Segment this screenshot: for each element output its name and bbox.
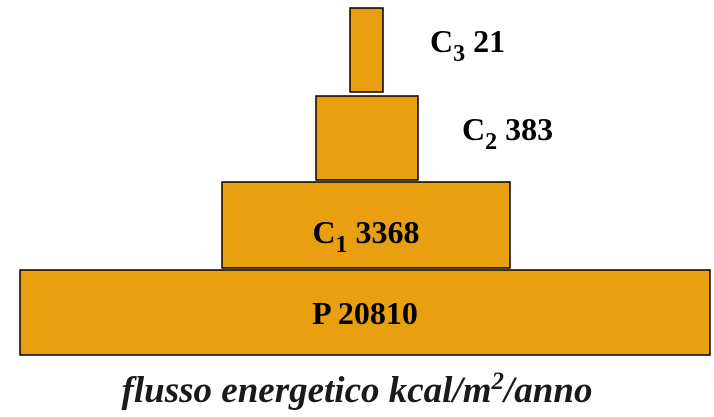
caption-text: flusso energetico kcal/m [122,370,492,411]
level-subscript: 1 [336,232,348,258]
level-label: C2 383 [462,111,553,155]
level-name: P [312,295,331,331]
level-name: C [312,214,335,250]
level-box [315,95,419,181]
level-value: 20810 [338,295,418,331]
level-subscript: 2 [485,129,497,155]
level-value: 21 [473,23,505,59]
level-value: 383 [505,111,553,147]
caption-superscript: 2 [491,368,505,395]
level-box [349,7,384,93]
level-label: C3 21 [430,23,505,67]
level-value: 3368 [356,214,420,250]
level-label: C1 3368 [312,214,419,258]
level-name: C [462,111,485,147]
level-label: P 20810 [312,295,418,331]
level-name: C [430,23,453,59]
level-subscript: 3 [453,41,465,67]
caption: flusso energetico kcal/m2/anno [122,368,593,411]
level-box [19,269,711,356]
level-box [221,181,511,269]
caption-suffix: /anno [501,370,592,411]
